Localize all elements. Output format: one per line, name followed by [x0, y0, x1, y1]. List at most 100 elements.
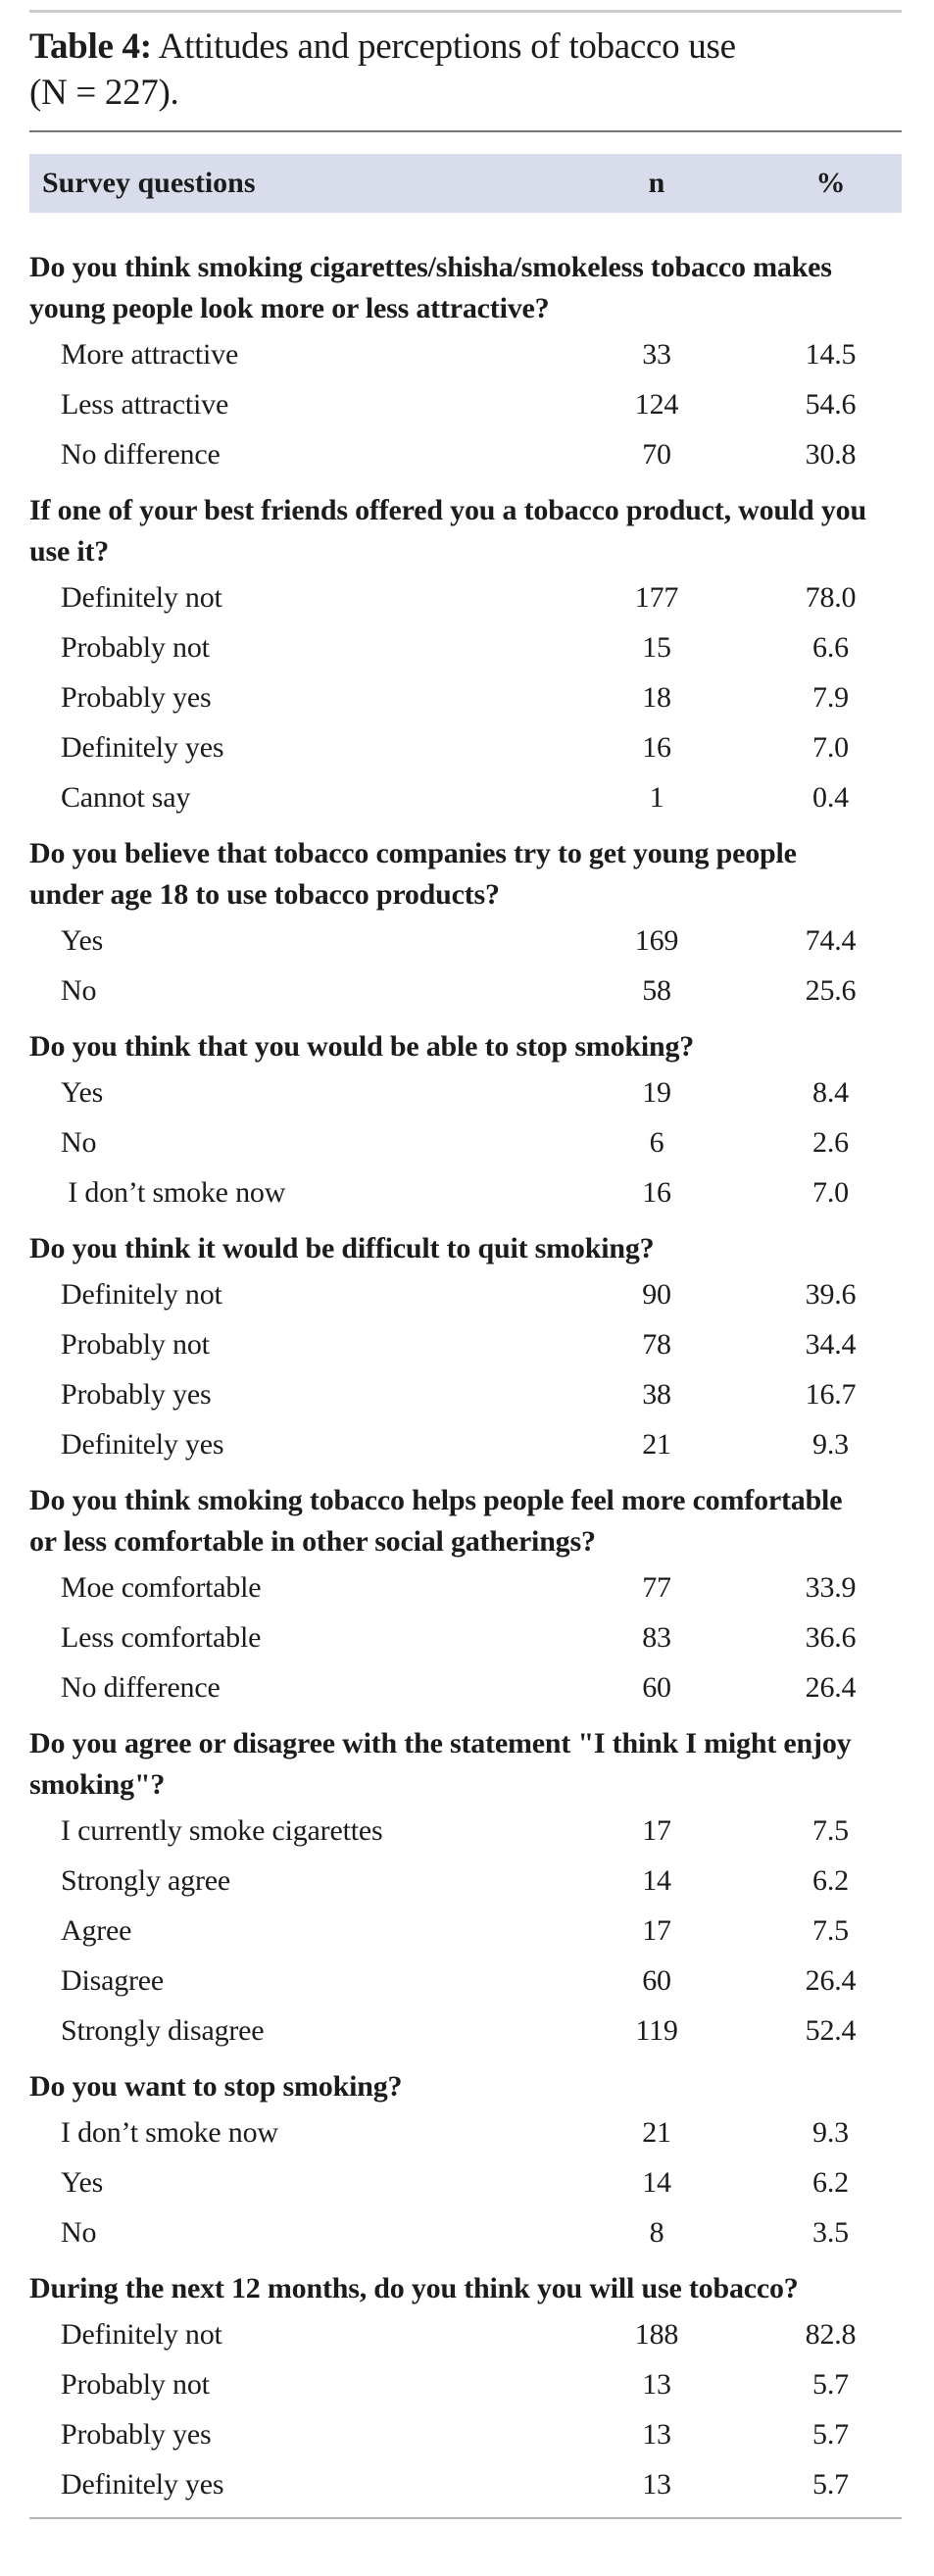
answer-label: Less attractive [61, 387, 229, 421]
answer-row: Strongly agree 14 6.2 [29, 1856, 902, 1906]
answer-percent-value: 25.6 [805, 973, 857, 1007]
bottom-rule [29, 2517, 902, 2519]
answer-label: I don’t smoke now [61, 1175, 286, 1209]
answer-percent-value: 39.6 [805, 1277, 857, 1311]
answer-n-value: 6 [649, 1125, 664, 1159]
answer-percent-value: 5.7 [812, 2467, 849, 2501]
answer-label: Definitely yes [61, 730, 224, 764]
answer-percent-value: 82.8 [805, 2317, 857, 2351]
question-section: Do you believe that tobacco companies tr… [29, 833, 902, 1016]
header-survey-questions: Survey questions [42, 167, 256, 199]
answer-row: Definitely not 177 78.0 [29, 572, 902, 622]
answer-row: Less comfortable 83 36.6 [29, 1612, 902, 1662]
answer-row: Probably yes 13 5.7 [29, 2409, 902, 2459]
answer-n-value: 58 [642, 973, 671, 1007]
header-percent: % [815, 167, 846, 199]
answer-label: Yes [61, 923, 104, 957]
answer-row: More attractive 33 14.5 [29, 329, 902, 379]
answer-label: Probably yes [61, 2417, 212, 2451]
answer-label: No [61, 2215, 97, 2249]
answer-percent-value: 6.2 [812, 2165, 849, 2199]
answer-n-value: 60 [642, 1963, 671, 1997]
answer-label: Less comfortable [61, 1620, 262, 1654]
question-text: Do you think it would be difficult to qu… [29, 1232, 655, 1264]
answer-row: Probably not 13 5.7 [29, 2359, 902, 2409]
answer-percent-value: 5.7 [812, 2417, 849, 2451]
answer-rows: I currently smoke cigarettes 17 7.5 Stro… [29, 1806, 902, 2056]
table-title-sample-size: (N = 227). [29, 73, 179, 113]
question-text: Do you want to stop smoking? [29, 2070, 403, 2103]
answer-label: I currently smoke cigarettes [61, 1813, 383, 1847]
answer-row: Less attractive 124 54.6 [29, 379, 902, 429]
answer-n-value: 21 [642, 1427, 671, 1461]
answer-row: Yes 19 8.4 [29, 1067, 902, 1117]
answer-row: Definitely yes 13 5.7 [29, 2459, 902, 2509]
answer-label: Definitely not [61, 2317, 222, 2351]
answer-n-value: 90 [642, 1277, 671, 1311]
answer-row: I currently smoke cigarettes 17 7.5 [29, 1806, 902, 1856]
answer-row: Definitely not 188 82.8 [29, 2309, 902, 2359]
answer-row: Probably yes 38 16.7 [29, 1369, 902, 1419]
answer-n-value: 78 [642, 1327, 671, 1361]
answer-percent-value: 26.4 [805, 1670, 857, 1704]
answer-rows: Moe comfortable 77 33.9 Less comfortable… [29, 1562, 902, 1712]
answer-row: Agree 17 7.5 [29, 1906, 902, 1956]
question-text: If one of your best friends offered you … [29, 494, 866, 568]
answer-row: Strongly disagree 119 52.4 [29, 2006, 902, 2056]
answer-n-value: 8 [649, 2215, 664, 2249]
answer-percent-value: 78.0 [805, 580, 857, 614]
answer-rows: More attractive 33 14.5 Less attractive … [29, 329, 902, 479]
answer-n-value: 19 [642, 1075, 671, 1109]
answer-label: Strongly disagree [61, 2013, 265, 2047]
answer-row: Probably not 15 6.6 [29, 622, 902, 672]
answer-label: Disagree [61, 1963, 165, 1997]
answer-percent-value: 2.6 [812, 1125, 849, 1159]
answer-label: No [61, 1125, 97, 1159]
top-rule [29, 10, 902, 13]
answer-n-value: 16 [642, 1175, 671, 1209]
answer-n-value: 14 [642, 1863, 671, 1897]
answer-percent-value: 7.5 [812, 1913, 849, 1947]
answer-row: Yes 14 6.2 [29, 2157, 902, 2207]
question-section: Do you agree or disagree with the statem… [29, 1723, 902, 2056]
answer-n-value: 60 [642, 1670, 671, 1704]
answer-label: Definitely not [61, 1277, 222, 1311]
header-n: n [648, 167, 665, 199]
answer-row: No 6 2.6 [29, 1117, 902, 1167]
answer-n-value: 177 [634, 580, 679, 614]
table-title: Table 4: Attitudes and perceptions of to… [29, 24, 902, 116]
answer-percent-value: 74.4 [805, 923, 857, 957]
answer-row: Definitely yes 21 9.3 [29, 1419, 902, 1469]
answer-rows: Definitely not 188 82.8 Probably not 13 … [29, 2309, 902, 2509]
answer-row: No difference 70 30.8 [29, 429, 902, 479]
question-text: Do you think smoking tobacco helps peopl… [29, 1484, 843, 1558]
answer-n-value: 169 [634, 923, 679, 957]
answer-row: Cannot say 1 0.4 [29, 772, 902, 822]
question-text: Do you think smoking cigarettes/shisha/s… [29, 251, 832, 324]
answer-percent-value: 33.9 [805, 1570, 857, 1604]
question-section: Do you think smoking tobacco helps peopl… [29, 1480, 902, 1712]
answer-label: Definitely not [61, 580, 222, 614]
answer-rows: Yes 169 74.4 No 58 25.6 [29, 916, 902, 1016]
answer-row: No 58 25.6 [29, 966, 902, 1016]
answer-n-value: 17 [642, 1813, 671, 1847]
question-section: During the next 12 months, do you think … [29, 2268, 902, 2509]
answer-row: No difference 60 26.4 [29, 1662, 902, 1712]
answer-n-value: 124 [634, 387, 679, 421]
answer-percent-value: 30.8 [805, 437, 857, 471]
answer-n-value: 13 [642, 2367, 671, 2401]
answer-label: More attractive [61, 337, 239, 371]
question-section: Do you think smoking cigarettes/shisha/s… [29, 247, 902, 479]
answer-row: No 8 3.5 [29, 2207, 902, 2257]
table-body: Do you think smoking cigarettes/shisha/s… [29, 213, 902, 2509]
answer-percent-value: 7.0 [812, 1175, 849, 1209]
answer-n-value: 188 [634, 2317, 679, 2351]
answer-label: Probably not [61, 2367, 210, 2401]
answer-n-value: 21 [642, 2115, 671, 2149]
answer-percent-value: 14.5 [805, 337, 857, 371]
answer-row: Definitely yes 16 7.0 [29, 722, 902, 772]
answer-label: Probably not [61, 1327, 210, 1361]
answer-row: I don’t smoke now 21 9.3 [29, 2107, 902, 2157]
answer-n-value: 16 [642, 730, 671, 764]
answer-n-value: 17 [642, 1913, 671, 1947]
